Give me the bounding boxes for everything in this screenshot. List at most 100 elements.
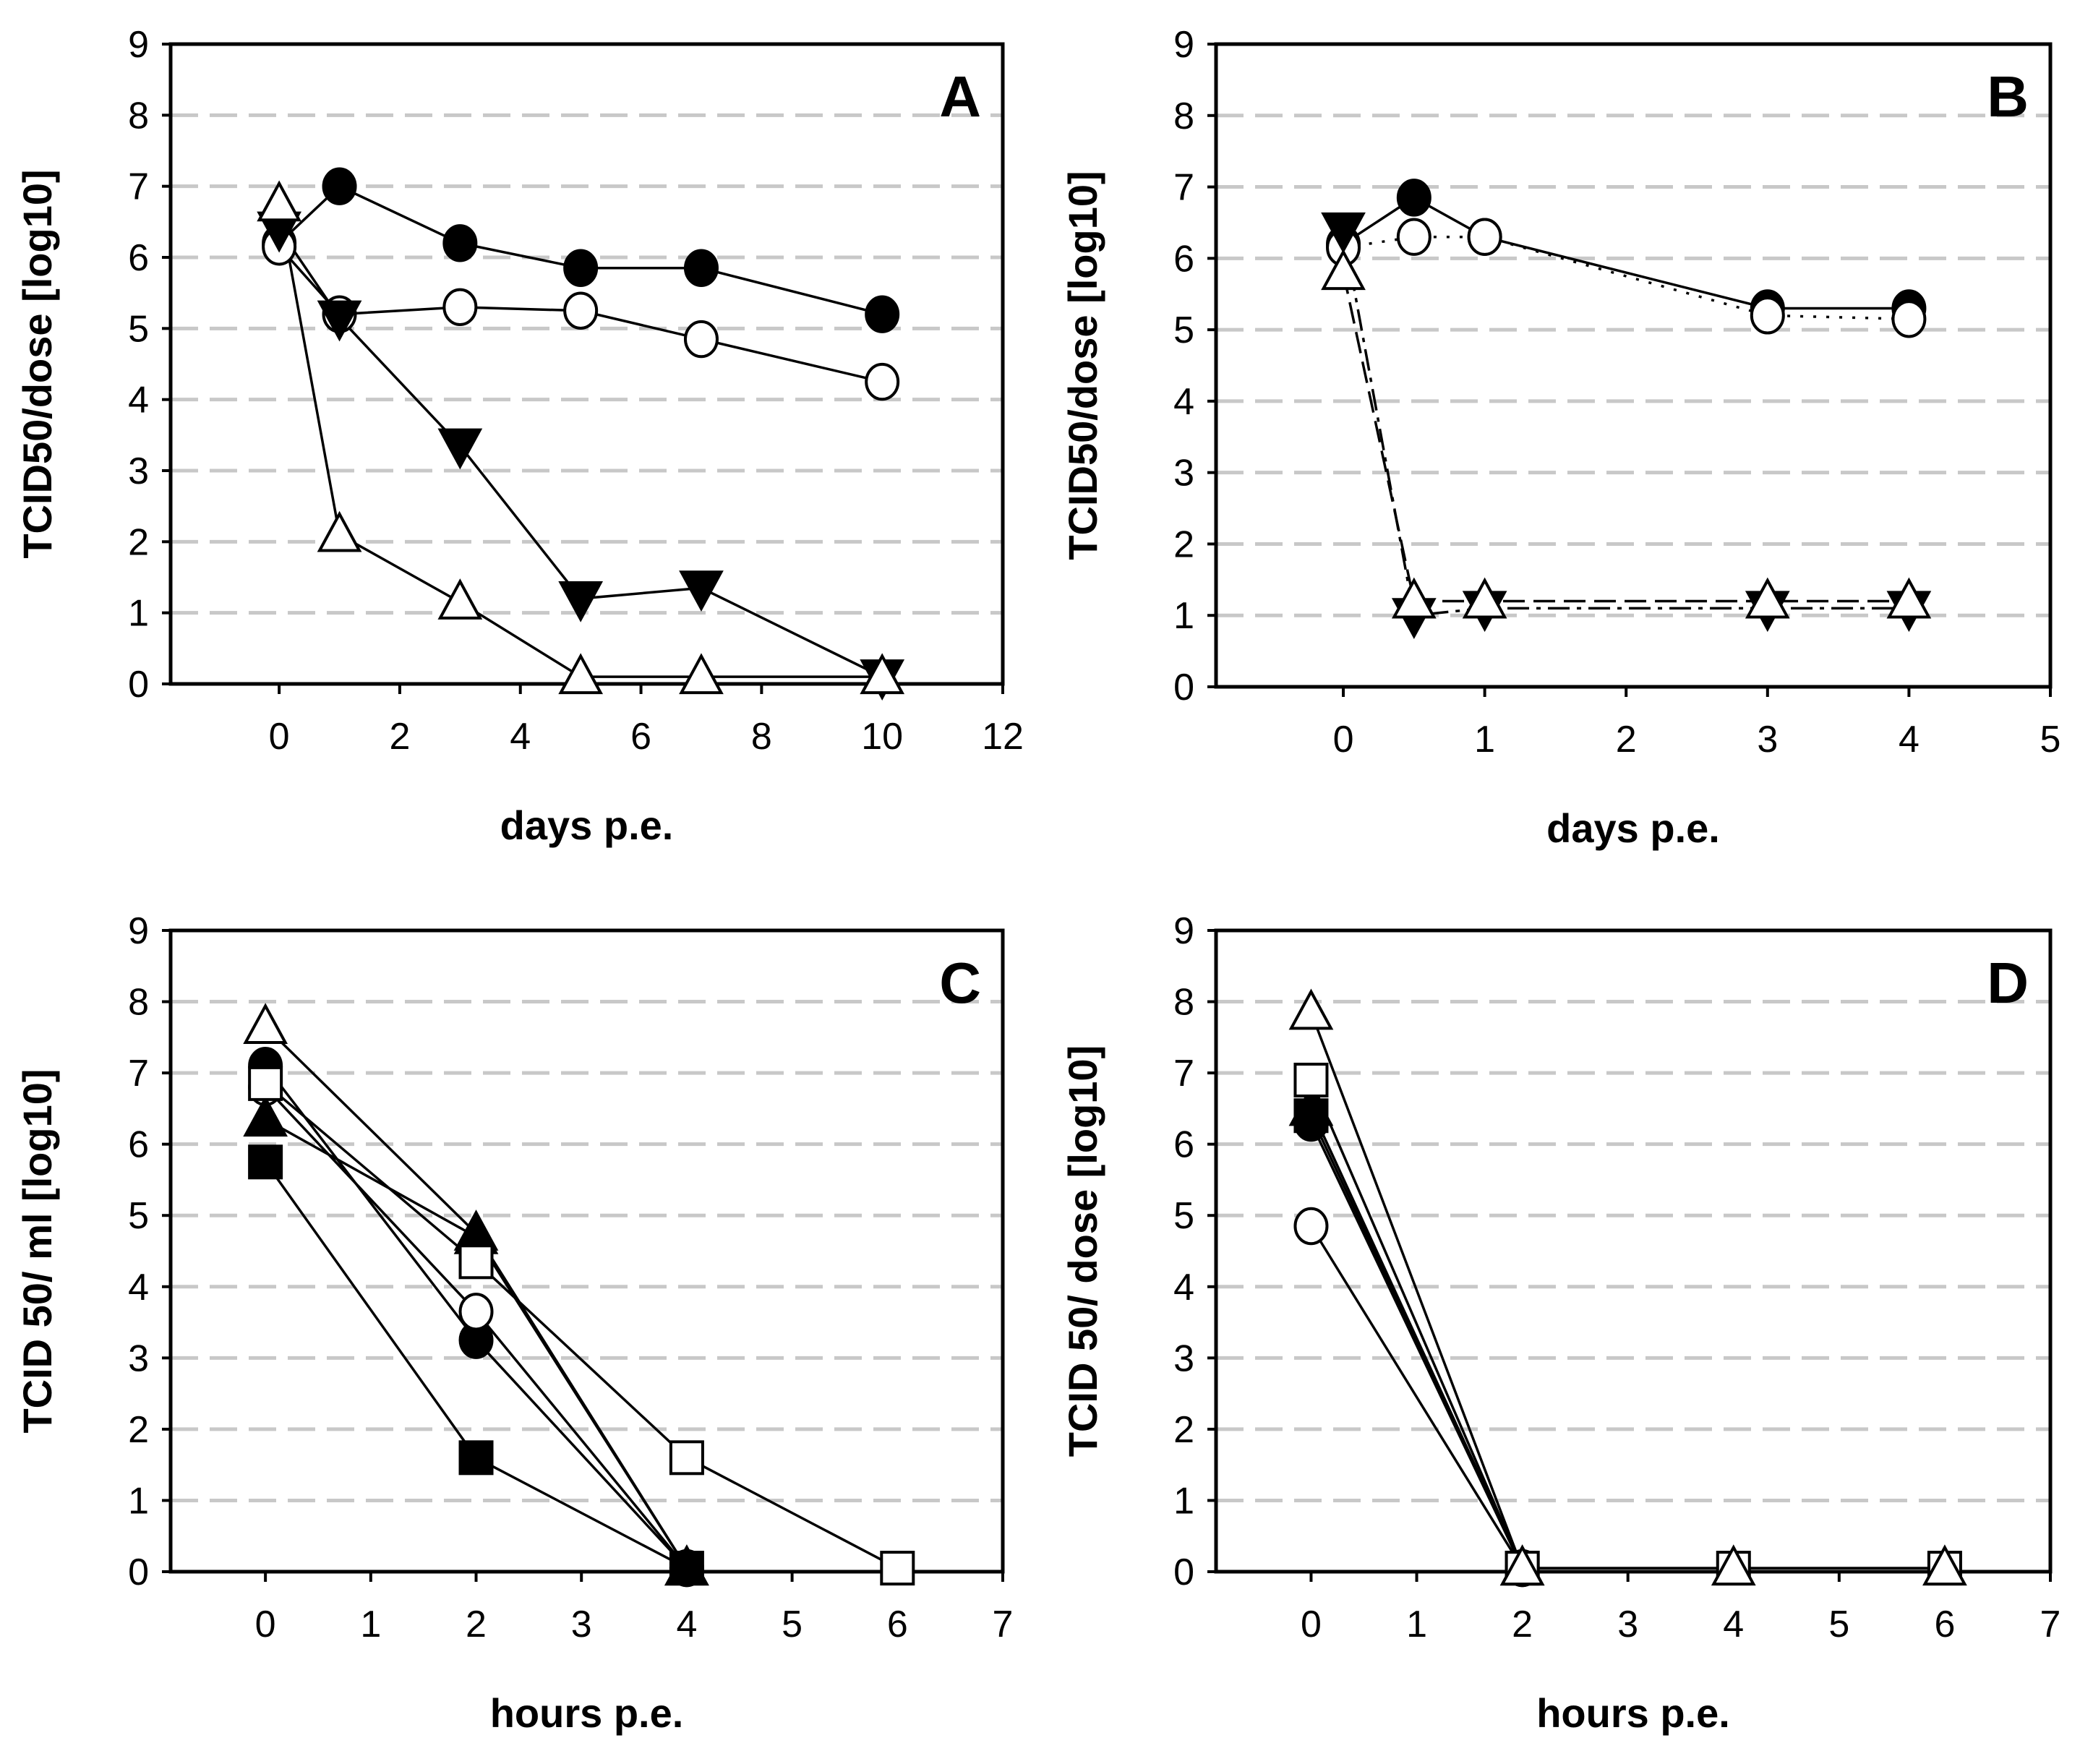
y-tick-label: 2 [1173, 523, 1194, 565]
data-point-open-circle [1293, 1207, 1329, 1246]
y-tick-label: 4 [128, 1267, 149, 1309]
x-tick-label: 7 [993, 1604, 1014, 1645]
y-axis-label: TCID 50/ ml [log10] [14, 1069, 60, 1433]
y-axis-label: TCID50/dose [log10] [1060, 171, 1105, 560]
panel-C: 0 1 2 3 4 5 6 7 8 9 0 1 2 3 4 5 6 7 hours p.e. TCID 50/ ml … [14, 910, 1013, 1736]
data-point-filled-circle [563, 249, 599, 287]
x-tick-label: 1 [1406, 1604, 1427, 1645]
y-tick-label: 1 [1173, 1480, 1194, 1522]
data-point-open-triangle [679, 653, 724, 695]
data-point-open-triangle [558, 653, 604, 695]
y-tick-label: 8 [128, 982, 149, 1024]
series-line-open-triangle [1342, 272, 1909, 603]
data-point-open-triangle [1745, 577, 1790, 619]
data-point-filled-circle [442, 224, 478, 262]
y-tick-label: 4 [128, 380, 149, 421]
y-tick-label: 0 [128, 1551, 149, 1593]
data-point-open-circle [1467, 218, 1502, 256]
panel-letter: C [939, 951, 981, 1015]
y-tick-label: 1 [128, 1480, 149, 1522]
x-tick-label: 8 [751, 716, 772, 758]
data-point-filled-triangle-down [558, 581, 604, 622]
y-tick-label: 8 [128, 95, 149, 137]
x-tick-label: 2 [1512, 1604, 1533, 1645]
x-axis-label: hours p.e. [1536, 1690, 1730, 1736]
x-tick-label: 4 [1899, 719, 1919, 761]
y-tick-label: 7 [1173, 1053, 1194, 1095]
data-point-open-triangle [1886, 577, 1932, 619]
data-point-open-square [880, 1551, 915, 1586]
x-tick-label: 0 [1301, 1604, 1322, 1645]
panel-letter: B [1987, 64, 2029, 129]
y-tick-label: 0 [128, 664, 149, 706]
plot-frame [168, 928, 1005, 1574]
y-tick-label: 9 [1173, 910, 1194, 952]
x-tick-label: 3 [571, 1604, 592, 1645]
y-tick-label: 6 [128, 1124, 149, 1166]
series-line-open-triangle [278, 203, 883, 678]
y-tick-label: 5 [1173, 1195, 1194, 1237]
y-tick-label: 9 [128, 24, 149, 66]
x-tick-label: 5 [2040, 719, 2061, 761]
y-tick-label: 3 [128, 450, 149, 492]
data-point-open-square [248, 1066, 283, 1101]
panel-letter: D [1987, 951, 2029, 1015]
x-tick-label: 5 [1828, 1604, 1849, 1645]
data-point-open-triangle [1288, 988, 1334, 1030]
x-tick-label: 2 [1616, 719, 1637, 761]
x-tick-label: 4 [510, 716, 531, 758]
y-tick-label: 9 [1173, 24, 1194, 66]
data-point-open-triangle [317, 510, 362, 552]
x-tick-label: 1 [1474, 719, 1495, 761]
data-point-filled-square [1293, 1098, 1329, 1134]
x-tick-label: 3 [1757, 719, 1778, 761]
y-axis-label: TCID50/dose [log10] [14, 169, 60, 558]
x-tick-label: 7 [2040, 1604, 2061, 1645]
data-point-filled-triangle-down [1321, 212, 1366, 254]
x-tick-label: 6 [630, 716, 651, 758]
plot-frame [1214, 928, 2053, 1574]
y-tick-label: 1 [1173, 595, 1194, 637]
x-tick-label: 5 [782, 1604, 803, 1645]
x-tick-label: 6 [887, 1604, 908, 1645]
data-point-filled-square [458, 1440, 494, 1476]
data-point-filled-square [248, 1144, 283, 1180]
y-tick-label: 5 [128, 1195, 149, 1237]
x-tick-label: 2 [466, 1604, 487, 1645]
y-tick-label: 2 [128, 521, 149, 563]
y-tick-label: 4 [1173, 1267, 1194, 1309]
data-point-filled-circle [865, 295, 900, 333]
data-point-open-circle [1891, 300, 1927, 338]
plot-frame [1214, 42, 2053, 689]
y-tick-label: 7 [128, 1053, 149, 1095]
y-tick-label: 5 [128, 308, 149, 350]
x-tick-label: 0 [255, 1604, 276, 1645]
y-tick-label: 4 [1173, 381, 1194, 423]
data-point-open-triangle [1462, 577, 1507, 619]
series-line-filled-square [1309, 1115, 1524, 1569]
y-tick-label: 6 [1173, 1124, 1194, 1166]
data-point-filled-triangle-down [679, 570, 724, 612]
data-point-filled-square [669, 1551, 704, 1586]
x-tick-label: 10 [861, 716, 903, 758]
x-axis-label: days p.e. [1546, 805, 1720, 851]
data-point-open-circle [1396, 218, 1431, 256]
data-point-filled-triangle-down [437, 428, 483, 470]
y-tick-label: 7 [128, 166, 149, 208]
data-point-open-triangle [860, 653, 905, 695]
data-point-filled-circle [1396, 179, 1431, 217]
data-point-open-triangle [1922, 1544, 1967, 1586]
data-point-open-triangle [1499, 1544, 1545, 1586]
y-tick-label: 2 [128, 1409, 149, 1451]
y-tick-label: 8 [1173, 95, 1194, 137]
series-line-open-circle [1343, 235, 1909, 321]
x-tick-label: 4 [676, 1604, 697, 1645]
y-axis-label: TCID 50/ dose [log10] [1060, 1045, 1105, 1457]
data-point-filled-circle [322, 167, 357, 205]
x-tick-label: 4 [1723, 1604, 1744, 1645]
y-tick-label: 6 [1173, 238, 1194, 280]
x-axis-label: hours p.e. [490, 1690, 684, 1736]
panel-B: 0 1 2 3 4 5 6 7 8 9 0 1 2 3 4 5 days p.e. TCID50/dose [lo… [1060, 24, 2060, 851]
data-point-open-square [458, 1244, 494, 1280]
